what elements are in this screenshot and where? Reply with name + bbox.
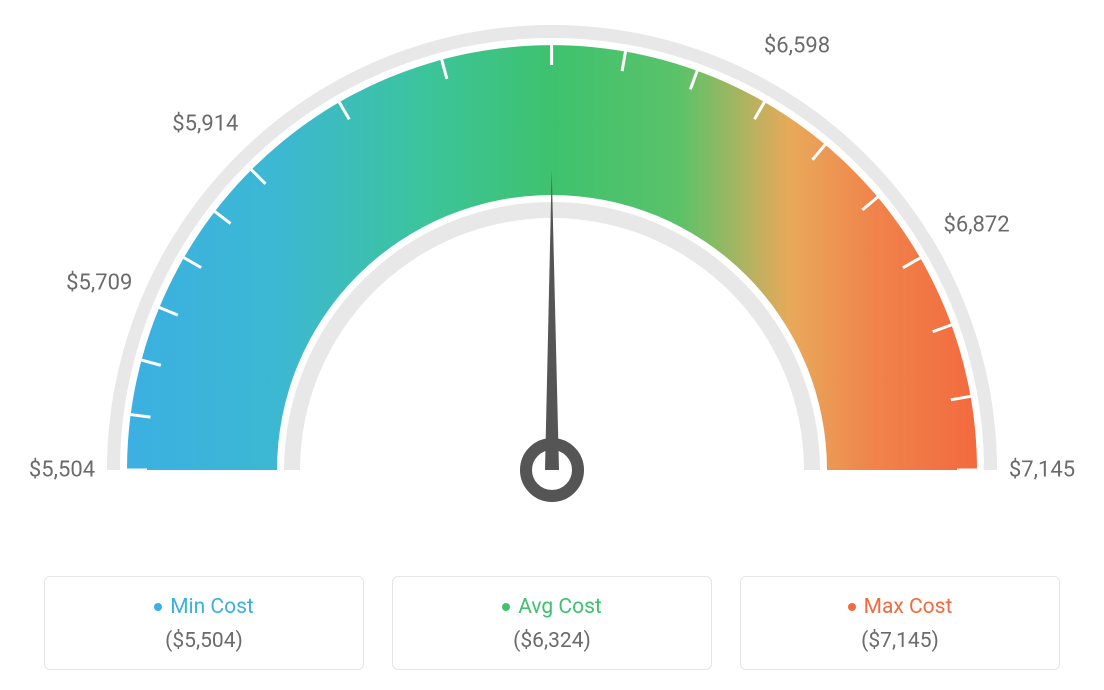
legend-card: Min Cost ($5,504) (44, 576, 364, 670)
legend-card: Avg Cost ($6,324) (392, 576, 712, 670)
cost-gauge: $5,504$5,709$5,914$6,324$6,598$6,872$7,1… (0, 0, 1104, 540)
gauge-tick-label: $6,598 (764, 33, 830, 58)
gauge-tick-label: $6,872 (944, 213, 1010, 238)
legend-dot-icon (154, 603, 162, 611)
legend-title: Avg Cost (502, 595, 602, 619)
legend-title-text: Max Cost (864, 595, 953, 619)
legend-title-text: Min Cost (170, 595, 254, 619)
legend-value: ($6,324) (403, 629, 701, 653)
legend-dot-icon (502, 603, 510, 611)
legend-dot-icon (848, 603, 856, 611)
gauge-svg (0, 0, 1104, 540)
legend-title: Min Cost (154, 595, 254, 619)
gauge-tick-label: $7,145 (1009, 458, 1075, 483)
legend-title-text: Avg Cost (518, 595, 602, 619)
legend-value: ($7,145) (751, 629, 1049, 653)
gauge-tick-label: $5,914 (172, 111, 238, 136)
legend-card: Max Cost ($7,145) (740, 576, 1060, 670)
gauge-tick-label: $5,504 (29, 458, 95, 483)
legend-title: Max Cost (848, 595, 953, 619)
legend-row: Min Cost ($5,504) Avg Cost ($6,324) Max Cost… (0, 576, 1104, 670)
gauge-tick-label: $5,709 (66, 270, 132, 295)
legend-value: ($5,504) (55, 629, 353, 653)
